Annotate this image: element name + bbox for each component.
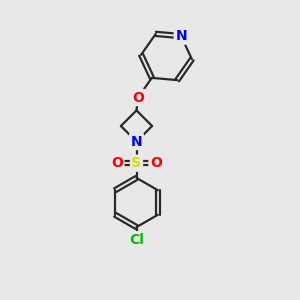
Text: O: O [132, 91, 144, 104]
Text: Cl: Cl [129, 233, 144, 247]
Text: O: O [111, 156, 123, 170]
Text: N: N [131, 135, 142, 148]
Text: S: S [131, 156, 142, 170]
Text: N: N [175, 29, 187, 43]
Text: O: O [150, 156, 162, 170]
